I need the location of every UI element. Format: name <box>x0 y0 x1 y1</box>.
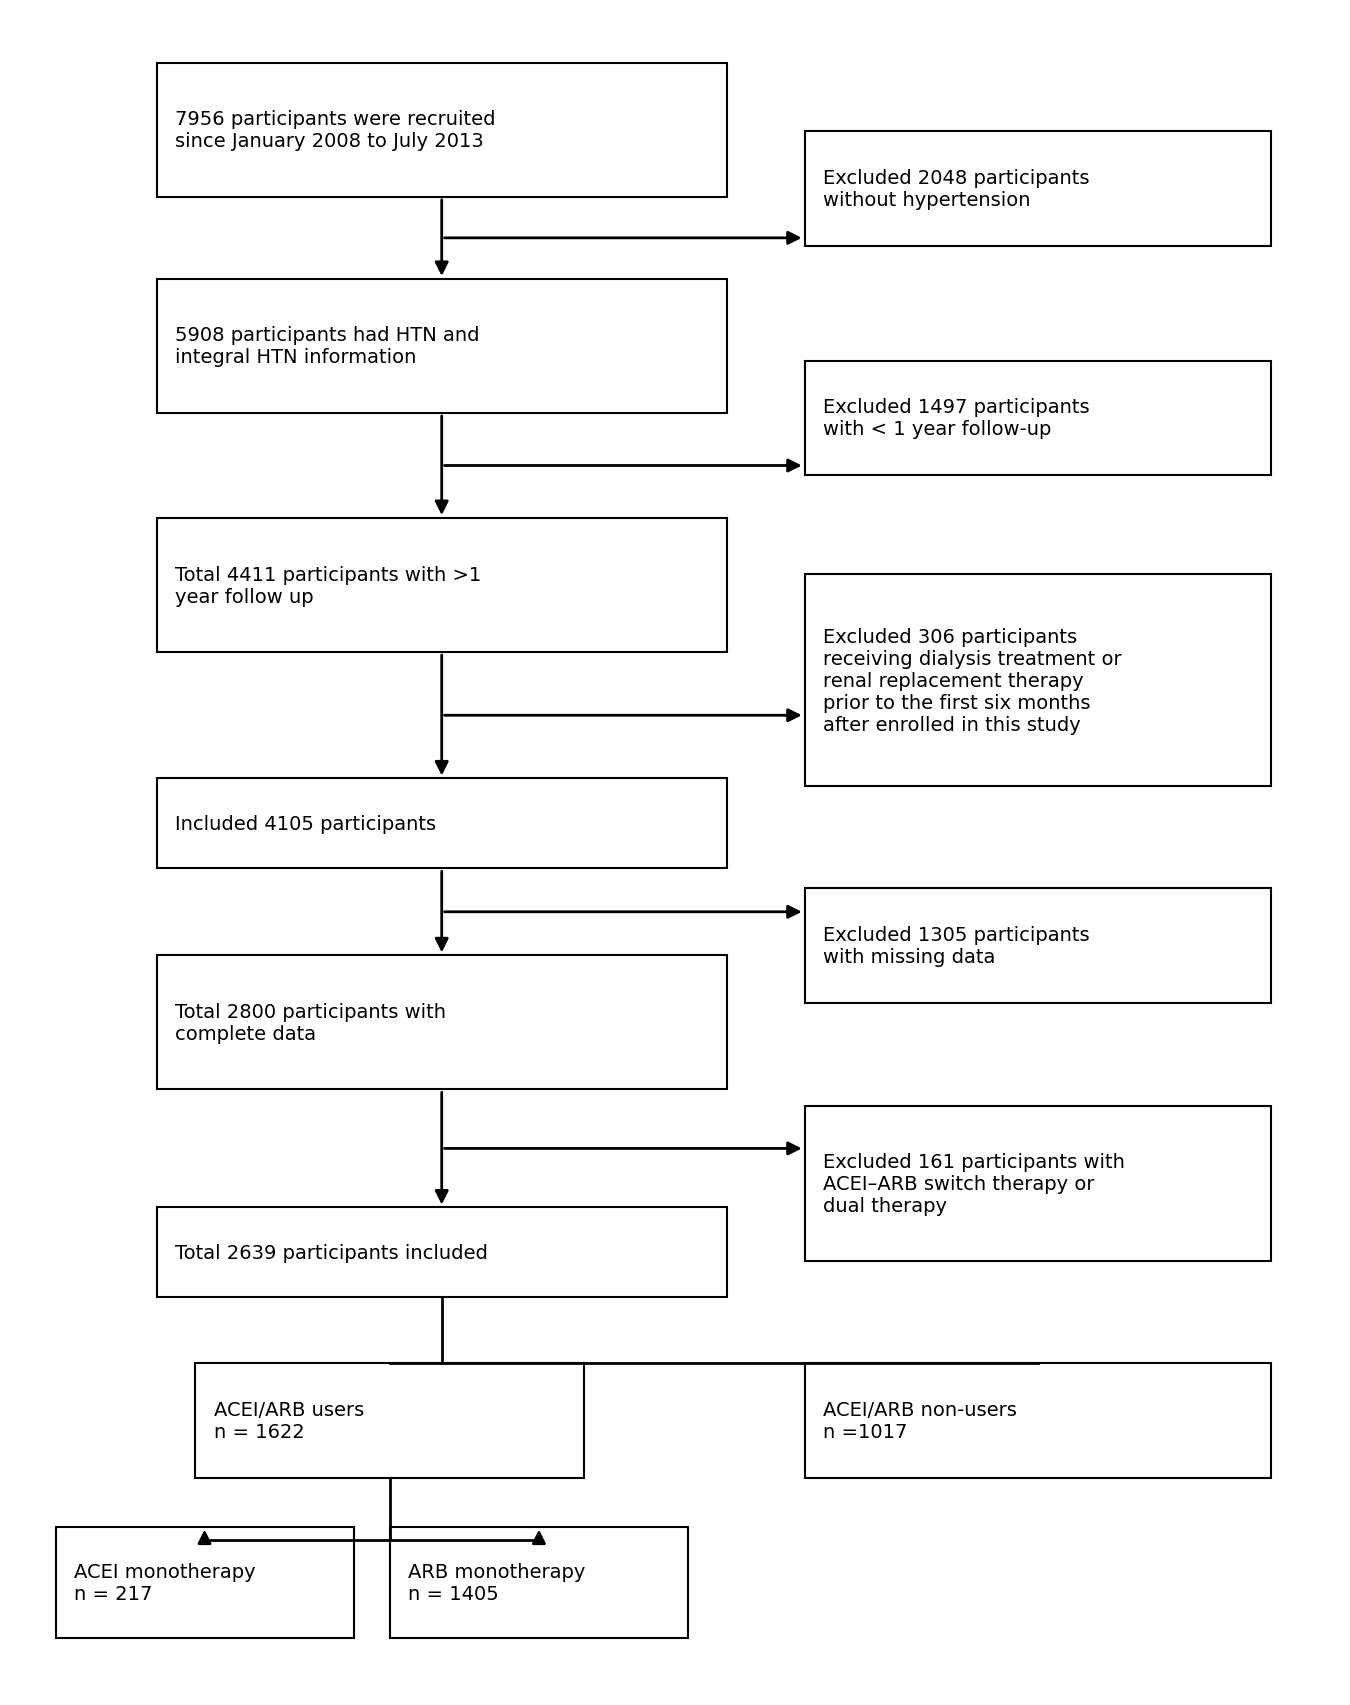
FancyBboxPatch shape <box>157 1207 726 1298</box>
Text: 7956 participants were recruited
since January 2008 to July 2013: 7956 participants were recruited since J… <box>174 111 495 152</box>
FancyBboxPatch shape <box>390 1528 688 1639</box>
Text: Total 2800 participants with
complete data: Total 2800 participants with complete da… <box>174 1003 446 1043</box>
Text: Excluded 1497 participants
with < 1 year follow-up: Excluded 1497 participants with < 1 year… <box>822 399 1089 440</box>
Text: ARB monotherapy
n = 1405: ARB monotherapy n = 1405 <box>408 1562 586 1603</box>
Text: Excluded 1305 participants
with missing data: Excluded 1305 participants with missing … <box>822 926 1089 967</box>
FancyBboxPatch shape <box>55 1528 354 1639</box>
FancyBboxPatch shape <box>805 1364 1272 1478</box>
Text: ACEI monotherapy
n = 217: ACEI monotherapy n = 217 <box>74 1562 255 1603</box>
Text: Total 4411 participants with >1
year follow up: Total 4411 participants with >1 year fol… <box>174 566 481 607</box>
FancyBboxPatch shape <box>805 1107 1272 1262</box>
FancyBboxPatch shape <box>805 133 1272 247</box>
Text: Included 4105 participants: Included 4105 participants <box>174 815 436 834</box>
FancyBboxPatch shape <box>805 361 1272 476</box>
Text: ACEI/ARB non-users
n =1017: ACEI/ARB non-users n =1017 <box>822 1400 1017 1441</box>
Text: Excluded 306 participants
receiving dialysis treatment or
renal replacement ther: Excluded 306 participants receiving dial… <box>822 627 1122 735</box>
FancyBboxPatch shape <box>157 779 726 870</box>
Text: 5908 participants had HTN and
integral HTN information: 5908 participants had HTN and integral H… <box>174 326 479 367</box>
FancyBboxPatch shape <box>157 63 726 198</box>
Text: Excluded 2048 participants
without hypertension: Excluded 2048 participants without hyper… <box>822 169 1089 210</box>
FancyBboxPatch shape <box>805 888 1272 1003</box>
Text: Total 2639 participants included: Total 2639 participants included <box>174 1243 487 1262</box>
Text: ACEI/ARB users
n = 1622: ACEI/ARB users n = 1622 <box>213 1400 364 1441</box>
FancyBboxPatch shape <box>196 1364 585 1478</box>
FancyBboxPatch shape <box>805 575 1272 788</box>
Text: Excluded 161 participants with
ACEI–ARB switch therapy or
dual therapy: Excluded 161 participants with ACEI–ARB … <box>822 1153 1125 1216</box>
FancyBboxPatch shape <box>157 955 726 1089</box>
FancyBboxPatch shape <box>157 280 726 414</box>
FancyBboxPatch shape <box>157 518 726 653</box>
